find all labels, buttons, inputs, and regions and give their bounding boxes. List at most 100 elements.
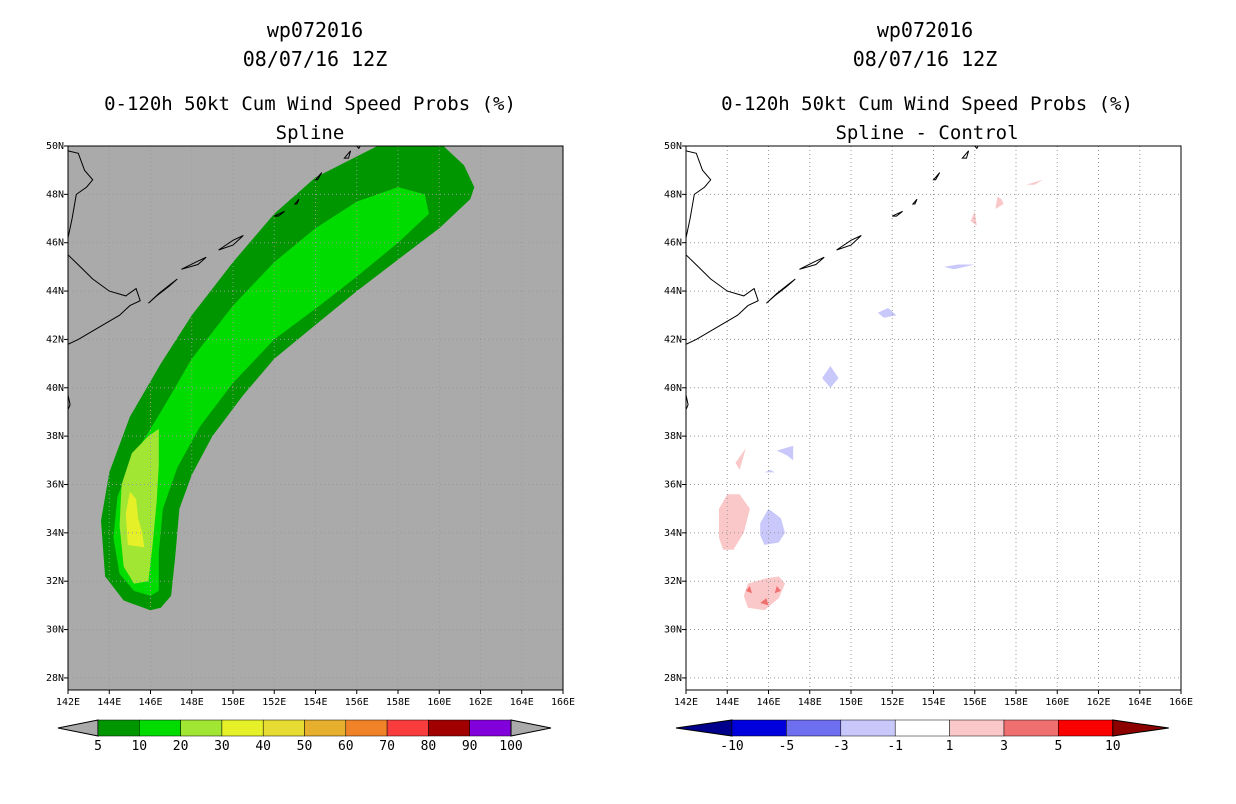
island-1	[181, 256, 207, 270]
colorbar-swatch-2	[180, 719, 223, 737]
region--3--1-5	[760, 508, 785, 545]
y-tick-label-28N: 28N	[46, 673, 64, 684]
right-grid	[686, 146, 1181, 690]
x-tick-label-166E: 166E	[551, 697, 575, 708]
x-tick-label-148E: 148E	[798, 697, 822, 708]
y-tick-label-40N: 40N	[664, 383, 682, 394]
x-tick-label-146E: 146E	[138, 697, 162, 708]
island-4	[293, 198, 300, 205]
colorbar-right-arrow	[510, 719, 552, 737]
island-3	[274, 210, 285, 217]
colorbar-swatch-2	[840, 719, 896, 737]
y-tick-label-48N: 48N	[46, 189, 64, 200]
x-tick-label-164E: 164E	[510, 697, 534, 708]
colorbar-label-30: 30	[214, 739, 230, 754]
x-tick-label-164E: 164E	[1128, 697, 1152, 708]
right-title-line1: wp072016	[877, 18, 973, 42]
y-tick-label-38N: 38N	[46, 431, 64, 442]
x-tick-label-150E: 150E	[839, 697, 863, 708]
coastline-1	[686, 254, 759, 345]
left-title-line4: Spline	[276, 122, 345, 144]
coastline-0	[68, 150, 94, 253]
colorbar-label-70: 70	[379, 739, 395, 754]
island-2	[218, 235, 244, 251]
right-colorbar: -10 -5 -3 -1 1 3 5 10	[675, 719, 1169, 754]
coastline-0	[686, 150, 712, 253]
y-tick-label-28N: 28N	[664, 673, 682, 684]
y-tick-label-44N: 44N	[46, 286, 64, 297]
x-tick-label-154E: 154E	[921, 697, 945, 708]
y-tick-label-30N: 30N	[664, 625, 682, 636]
y-tick-label-46N: 46N	[46, 238, 64, 249]
colorbar-swatch-9	[469, 719, 512, 737]
x-tick-label-146E: 146E	[756, 697, 780, 708]
left-title-line3: 0-120h 50kt Cum Wind Speed Probs (%)	[104, 93, 516, 115]
y-tick-label-50N: 50N	[664, 141, 682, 152]
region-5-10-0	[101, 146, 475, 611]
y-tick-label-36N: 36N	[46, 479, 64, 490]
coastline-2	[686, 394, 689, 410]
region-3-5-2	[745, 586, 752, 594]
colorbar-label--3: -3	[833, 739, 849, 754]
x-tick-label-162E: 162E	[1086, 697, 1110, 708]
colorbar-left-arrow	[675, 719, 733, 737]
colorbar-swatch-3	[894, 719, 950, 737]
x-tick-label-160E: 160E	[427, 697, 451, 708]
colorbar-swatch-3	[221, 719, 264, 737]
x-tick-label-156E: 156E	[345, 697, 369, 708]
island-2	[836, 235, 862, 251]
island-3	[892, 210, 903, 217]
colorbar-label-40: 40	[255, 739, 271, 754]
y-tick-label-48N: 48N	[664, 189, 682, 200]
colorbar-swatch-6	[345, 719, 388, 737]
left-coastline	[68, 146, 361, 410]
region-1-3-4	[719, 494, 750, 550]
colorbar-label--10: -10	[720, 739, 743, 754]
colorbar-swatch-4	[949, 719, 1005, 737]
x-tick-label-144E: 144E	[715, 697, 739, 708]
region-1-3-0	[743, 576, 785, 611]
colorbar-label-20: 20	[173, 739, 189, 754]
right-plot-data	[719, 179, 1043, 611]
colorbar-label-5: 5	[94, 739, 102, 754]
coastline-2	[68, 394, 71, 410]
region--3--1-11	[943, 264, 975, 270]
island-7	[974, 146, 979, 150]
y-tick-label-42N: 42N	[46, 334, 64, 345]
colorbar-label-10: 10	[1105, 739, 1121, 754]
region--3--1-9	[822, 366, 839, 388]
colorbar-label--1: -1	[887, 739, 903, 754]
island-1	[799, 256, 825, 270]
colorbar-swatch-8	[428, 719, 470, 737]
colorbar-label-90: 90	[462, 739, 478, 754]
x-tick-label-154E: 154E	[303, 697, 327, 708]
x-tick-label-162E: 162E	[468, 697, 492, 708]
island-5	[932, 172, 941, 181]
y-tick-label-32N: 32N	[46, 576, 64, 587]
island-0	[148, 278, 178, 304]
region-1-3-14	[1026, 179, 1043, 185]
colorbar-right-arrow	[1112, 719, 1169, 737]
colorbar-swatch-5	[304, 719, 347, 737]
colorbar-swatch-4	[262, 719, 305, 737]
left-grid	[68, 146, 563, 690]
y-tick-label-34N: 34N	[664, 528, 682, 539]
colorbar-label-5: 5	[1054, 739, 1062, 754]
colorbar-label--5: -5	[779, 739, 795, 754]
island-4	[911, 198, 918, 205]
y-tick-label-36N: 36N	[664, 479, 682, 490]
x-tick-label-160E: 160E	[1045, 697, 1069, 708]
x-tick-label-148E: 148E	[180, 697, 204, 708]
island-6	[961, 150, 970, 159]
island-5	[314, 172, 323, 181]
x-tick-label-166E: 166E	[1169, 697, 1193, 708]
region--3--1-10	[877, 308, 897, 318]
right-coastline	[686, 146, 979, 410]
colorbar-label-1: 1	[946, 739, 954, 754]
left-title-line1: wp072016	[267, 18, 363, 42]
left-title-line2: 08/07/16 12Z	[243, 47, 388, 71]
region--3--1-7	[776, 445, 794, 461]
island-0	[766, 278, 796, 304]
colorbar-swatch-6	[1058, 719, 1114, 737]
